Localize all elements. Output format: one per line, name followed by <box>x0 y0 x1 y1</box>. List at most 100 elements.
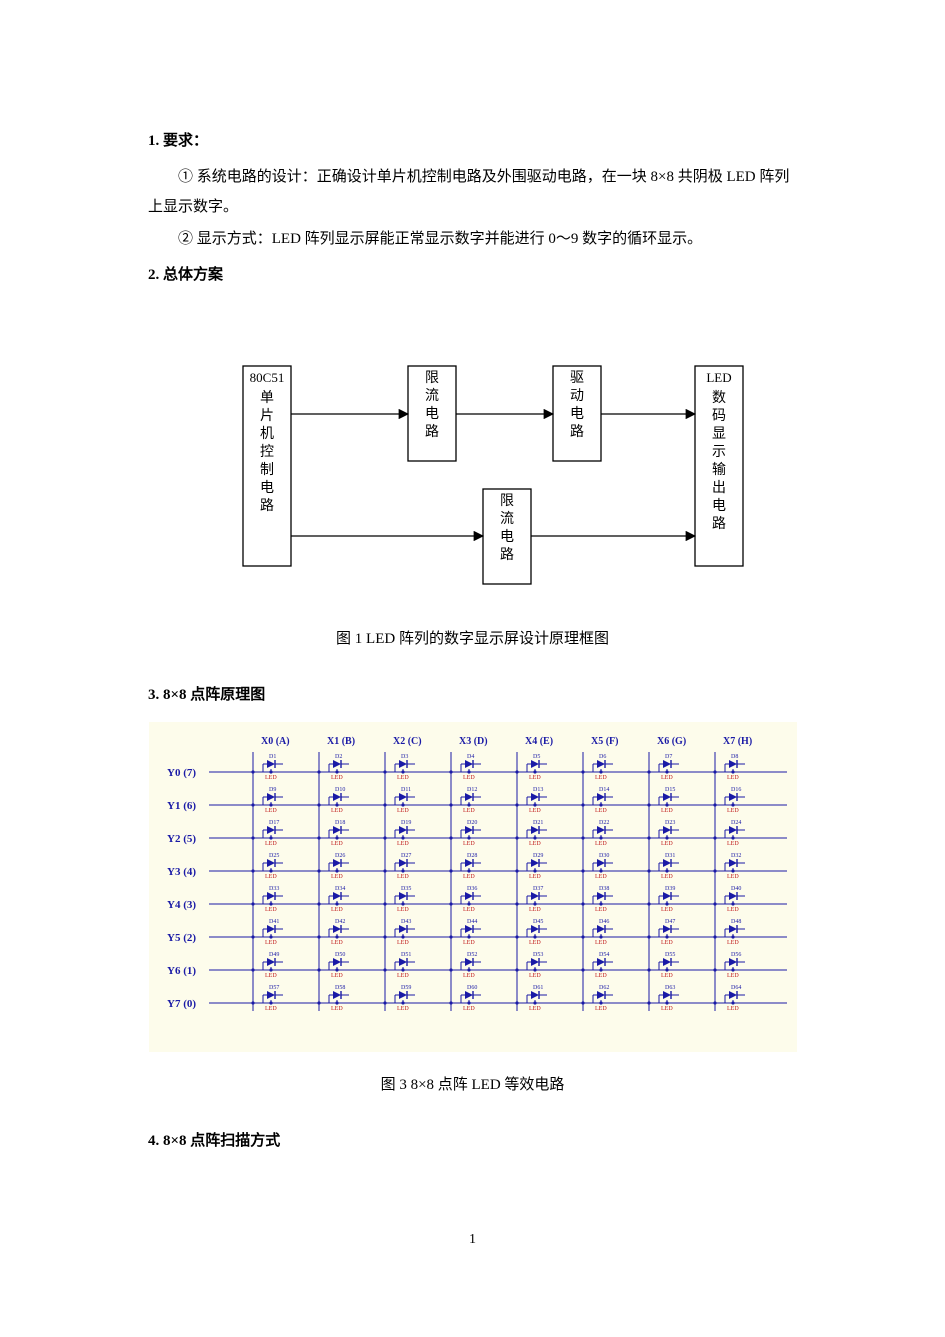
block-led-label: 示 <box>712 445 726 460</box>
diode-id-1-5: D14 <box>599 787 609 793</box>
diode-led-4-2: LED <box>397 907 409 913</box>
diode-id-7-1: D58 <box>335 985 345 991</box>
diode-led-0-3: LED <box>463 775 475 781</box>
row-label-4: Y4 (3) <box>167 899 196 911</box>
diode-led-7-3: LED <box>463 1006 475 1012</box>
diode-id-5-0: D41 <box>269 919 279 925</box>
diode-led-5-6: LED <box>661 940 673 946</box>
diode-id-0-3: D4 <box>467 754 474 760</box>
col-label-7: X7 (H) <box>723 736 752 747</box>
diode-id-7-0: D57 <box>269 985 279 991</box>
diode-led-3-1: LED <box>331 874 343 880</box>
diode-led-1-5: LED <box>595 808 607 814</box>
diode-id-2-7: D24 <box>731 820 741 826</box>
block-lim2-label: 电 <box>500 529 514 545</box>
figure-1-caption: 图 1 LED 阵列的数字显示屏设计原理框图 <box>148 624 797 654</box>
diode-led-6-2: LED <box>397 973 409 979</box>
diode-led-0-4: LED <box>529 775 541 781</box>
diode-led-7-6: LED <box>661 1006 673 1012</box>
diode-id-4-3: D36 <box>467 886 477 892</box>
col-label-0: X0 (A) <box>261 736 290 747</box>
diode-id-4-7: D40 <box>731 886 741 892</box>
diode-led-7-2: LED <box>397 1006 409 1012</box>
diode-led-1-6: LED <box>661 808 673 814</box>
diode-led-7-5: LED <box>595 1006 607 1012</box>
diode-id-7-6: D63 <box>665 985 675 991</box>
col-label-6: X6 (G) <box>657 736 686 747</box>
block-lim1-label: 流 <box>425 388 439 404</box>
block-led-label: 路 <box>712 516 726 532</box>
diode-id-3-2: D27 <box>401 853 411 859</box>
block-lim1-label: 电 <box>425 406 439 422</box>
diode-led-1-0: LED <box>265 808 277 814</box>
diode-id-1-1: D10 <box>335 787 345 793</box>
diode-id-0-1: D2 <box>335 754 342 760</box>
figure-1-block-diagram: 80C51单片机控制电路限流电路驱动电路限流电路LED数码显示输出电路 <box>173 326 773 606</box>
diode-led-0-0: LED <box>265 775 277 781</box>
diode-id-0-5: D6 <box>599 754 606 760</box>
block-mcu-label: 路 <box>260 498 274 514</box>
diode-id-5-2: D43 <box>401 919 411 925</box>
diode-id-1-0: D9 <box>269 787 276 793</box>
diode-led-6-0: LED <box>265 973 277 979</box>
diode-led-4-1: LED <box>331 907 343 913</box>
diode-id-2-3: D20 <box>467 820 477 826</box>
diode-led-7-4: LED <box>529 1006 541 1012</box>
diode-led-3-6: LED <box>661 874 673 880</box>
block-led-label: 电 <box>712 498 726 514</box>
diode-id-1-4: D13 <box>533 787 543 793</box>
diode-led-4-5: LED <box>595 907 607 913</box>
diode-id-1-6: D15 <box>665 787 675 793</box>
block-lim2-label: 流 <box>500 511 514 527</box>
diode-id-5-3: D44 <box>467 919 477 925</box>
row-label-3: Y3 (4) <box>167 866 196 878</box>
diode-led-1-2: LED <box>397 808 409 814</box>
block-led-label: 出 <box>712 480 726 496</box>
diode-led-5-1: LED <box>331 940 343 946</box>
diode-led-6-6: LED <box>661 973 673 979</box>
section-1-p1: ① 系统电路的设计：正确设计单片机控制电路及外围驱动电路，在一块 8×8 共阴极… <box>148 162 797 222</box>
block-lim1-label: 路 <box>425 424 439 440</box>
diode-id-7-2: D59 <box>401 985 411 991</box>
diode-led-2-7: LED <box>727 841 739 847</box>
diode-led-3-2: LED <box>397 874 409 880</box>
diode-led-2-3: LED <box>463 841 475 847</box>
diode-led-1-4: LED <box>529 808 541 814</box>
diode-led-5-3: LED <box>463 940 475 946</box>
col-label-1: X1 (B) <box>327 736 355 747</box>
diode-id-6-1: D50 <box>335 952 345 958</box>
diode-led-1-3: LED <box>463 808 475 814</box>
diode-id-7-5: D62 <box>599 985 609 991</box>
section-4-heading: 4. 8×8 点阵扫描方式 <box>148 1126 797 1156</box>
diode-id-5-5: D46 <box>599 919 609 925</box>
diode-id-4-2: D35 <box>401 886 411 892</box>
section-2-heading: 2. 总体方案 <box>148 260 797 290</box>
diode-id-2-5: D22 <box>599 820 609 826</box>
diode-id-3-0: D25 <box>269 853 279 859</box>
diode-id-6-7: D56 <box>731 952 741 958</box>
diode-led-5-7: LED <box>727 940 739 946</box>
col-label-3: X3 (D) <box>459 736 488 747</box>
diode-id-0-0: D1 <box>269 754 276 760</box>
diode-id-3-3: D28 <box>467 853 477 859</box>
diode-led-2-2: LED <box>397 841 409 847</box>
diode-id-5-4: D45 <box>533 919 543 925</box>
figure-3-led-matrix: X0 (A)X1 (B)X2 (C)X3 (D)X4 (E)X5 (F)X6 (… <box>149 722 797 1052</box>
diode-id-6-6: D55 <box>665 952 675 958</box>
block-mcu-label: 机 <box>260 426 274 442</box>
diode-id-2-2: D19 <box>401 820 411 826</box>
section-3-heading: 3. 8×8 点阵原理图 <box>148 680 797 710</box>
diode-led-6-4: LED <box>529 973 541 979</box>
diode-led-0-1: LED <box>331 775 343 781</box>
diode-id-3-6: D31 <box>665 853 675 859</box>
row-label-2: Y2 (5) <box>167 833 196 845</box>
section-1-p2: ② 显示方式：LED 阵列显示屏能正常显示数字并能进行 0～9 数字的循环显示。 <box>148 224 797 254</box>
block-led-label: 码 <box>712 408 726 424</box>
block-mcu-chip: 80C51 <box>249 370 284 385</box>
diode-led-0-6: LED <box>661 775 673 781</box>
block-drv-label: 路 <box>570 424 584 440</box>
diode-id-0-2: D3 <box>401 754 408 760</box>
col-label-5: X5 (F) <box>591 736 619 747</box>
block-led-label: 显 <box>712 427 726 442</box>
diode-id-4-0: D33 <box>269 886 279 892</box>
